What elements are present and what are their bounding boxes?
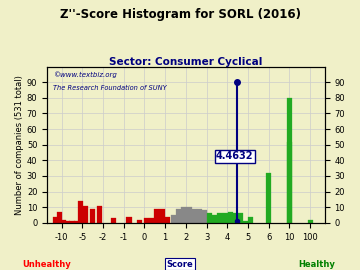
Bar [212,215,217,223]
Bar [233,213,238,223]
Bar [207,213,212,223]
Bar [73,221,79,223]
Bar [248,217,253,223]
Title: Sector: Consumer Cyclical: Sector: Consumer Cyclical [109,56,262,66]
Bar [222,213,228,223]
Bar [159,209,165,223]
Text: Score: Score [167,260,193,269]
Bar [238,213,243,223]
Bar [57,212,62,223]
Bar [197,209,202,223]
Bar [97,205,102,223]
Bar [171,215,176,223]
Bar [149,218,154,223]
Bar [53,217,58,223]
Bar [69,221,75,223]
Bar [181,207,186,223]
Bar [90,209,95,223]
Bar [243,221,248,223]
Bar [287,141,292,223]
Text: The Research Foundation of SUNY: The Research Foundation of SUNY [53,85,166,91]
Text: ©www.textbiz.org: ©www.textbiz.org [53,71,117,78]
Bar [176,209,181,223]
Text: 4.4632: 4.4632 [216,151,253,161]
Bar [307,220,313,223]
Bar [266,173,271,223]
Bar [202,210,207,223]
Bar [137,220,142,223]
Bar [217,213,222,223]
Text: Unhealthy: Unhealthy [22,260,71,269]
Bar [126,217,131,223]
Y-axis label: Number of companies (531 total): Number of companies (531 total) [15,75,24,215]
Text: Z''-Score Histogram for SORL (2016): Z''-Score Histogram for SORL (2016) [59,8,301,21]
Bar [186,207,192,223]
Bar [228,212,233,223]
Bar [65,221,71,223]
Bar [144,218,149,223]
Text: Healthy: Healthy [298,260,335,269]
Bar [165,217,170,223]
Bar [111,218,116,223]
Bar [154,209,159,223]
Bar [287,98,292,223]
Bar [192,209,197,223]
Bar [61,220,66,223]
Bar [78,201,83,223]
Bar [83,205,88,223]
